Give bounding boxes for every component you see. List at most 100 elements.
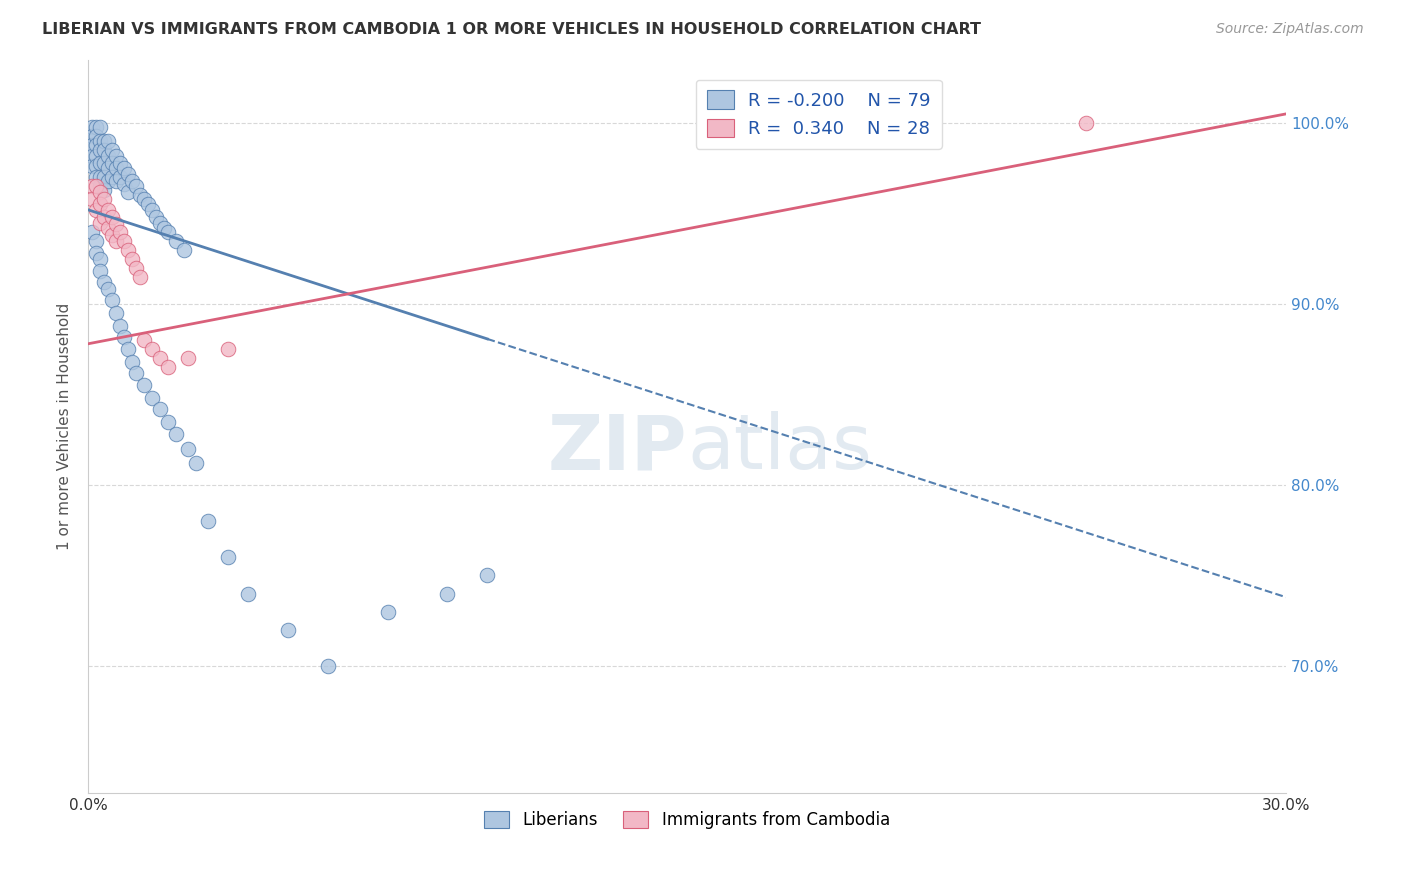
Point [149, 215, 172, 229]
Y-axis label: 1 or more Vehicles in Household: 1 or more Vehicles in Household [58, 302, 72, 549]
Point [97, 221, 120, 235]
Point [101, 210, 124, 224]
Point [97, 148, 120, 162]
Text: LIBERIAN VS IMMIGRANTS FROM CAMBODIA 1 OR MORE VEHICLES IN HOUSEHOLD CORRELATION: LIBERIAN VS IMMIGRANTS FROM CAMBODIA 1 O… [42, 22, 981, 37]
Point [93, 143, 115, 157]
Text: ZIP: ZIP [547, 411, 688, 485]
Point [84, 179, 107, 194]
Point [101, 155, 124, 169]
Point [108, 225, 131, 239]
Point [84, 170, 107, 185]
Point [89, 197, 111, 211]
Point [105, 148, 128, 162]
Text: atlas: atlas [688, 411, 872, 485]
Point [93, 210, 115, 224]
Point [141, 342, 163, 356]
Point [84, 234, 107, 248]
Point [236, 586, 259, 600]
Point [82, 192, 104, 206]
Point [117, 167, 139, 181]
Point [93, 170, 115, 185]
Point [89, 155, 111, 169]
Point [141, 202, 163, 217]
Point [129, 269, 152, 284]
Point [125, 260, 148, 275]
Point [217, 550, 239, 565]
Point [89, 120, 111, 134]
Point [93, 155, 115, 169]
Point [97, 161, 120, 176]
Point [156, 360, 179, 375]
Point [105, 161, 128, 176]
Point [156, 225, 179, 239]
Text: Source: ZipAtlas.com: Source: ZipAtlas.com [1216, 22, 1364, 37]
Point [145, 210, 167, 224]
Point [117, 243, 139, 257]
Point [101, 170, 124, 185]
Point [436, 586, 458, 600]
Point [177, 442, 200, 456]
Point [132, 192, 155, 206]
Point [93, 183, 115, 197]
Point [117, 185, 139, 199]
Point [89, 252, 111, 266]
Point [149, 351, 172, 366]
Point [153, 221, 176, 235]
Point [316, 659, 339, 673]
Point [97, 134, 120, 148]
Point [112, 178, 135, 192]
Point [132, 333, 155, 347]
Point [165, 427, 187, 442]
Point [82, 225, 104, 239]
Point [1076, 116, 1098, 130]
Point [177, 351, 200, 366]
Point [97, 202, 120, 217]
Point [217, 342, 239, 356]
Point [82, 128, 104, 143]
Point [108, 170, 131, 185]
Point [108, 155, 131, 169]
Point [84, 246, 107, 260]
Point [149, 401, 172, 416]
Point [477, 568, 499, 582]
Point [105, 174, 128, 188]
Point [112, 329, 135, 343]
Point [89, 143, 111, 157]
Point [97, 174, 120, 188]
Point [125, 366, 148, 380]
Point [156, 415, 179, 429]
Point [89, 179, 111, 194]
Point [84, 160, 107, 174]
Point [121, 174, 143, 188]
Point [93, 192, 115, 206]
Point [117, 342, 139, 356]
Point [173, 243, 195, 257]
Point [89, 134, 111, 148]
Point [101, 293, 124, 308]
Point [84, 137, 107, 152]
Point [82, 160, 104, 174]
Point [101, 143, 124, 157]
Point [82, 148, 104, 162]
Point [105, 234, 128, 248]
Point [112, 234, 135, 248]
Point [105, 306, 128, 320]
Point [141, 391, 163, 405]
Point [121, 355, 143, 369]
Point [121, 252, 143, 266]
Point [108, 318, 131, 333]
Point [377, 605, 399, 619]
Point [184, 456, 207, 470]
Point [97, 283, 120, 297]
Point [197, 514, 219, 528]
Point [82, 179, 104, 194]
Point [89, 185, 111, 199]
Point [93, 275, 115, 289]
Point [101, 228, 124, 243]
Point [129, 188, 152, 202]
Point [93, 134, 115, 148]
Point [89, 215, 111, 229]
Point [84, 120, 107, 134]
Point [165, 234, 187, 248]
Point [132, 378, 155, 392]
